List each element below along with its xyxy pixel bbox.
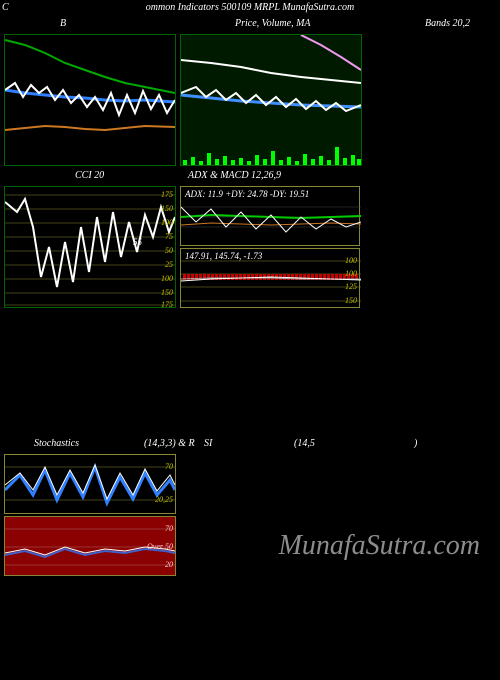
rsi-panel: 70Over 5020 <box>4 516 176 576</box>
label-bands: Bands 20,2 <box>425 18 470 29</box>
stoch-l4: (14,5 <box>294 438 315 449</box>
stoch-panel: 7020,25 <box>4 454 176 514</box>
macd-panel: 147.91, 145.74, -1.73 100100125150 <box>180 248 360 308</box>
stoch-labels: Stochastics (14,3,3) & R SI (14,5 ) <box>4 438 496 452</box>
watermark: MunafaSutra.com <box>279 530 480 562</box>
cci-value: 55 <box>133 237 142 247</box>
label-price: Price, Volume, MA <box>235 18 311 29</box>
label-b: B <box>60 18 66 29</box>
header: C ommon Indicators 500109 MRPL MunafaSut… <box>0 0 500 4</box>
header-center: ommon Indicators 500109 MRPL MunafaSutra… <box>146 2 354 13</box>
stoch-l5: ) <box>414 438 417 449</box>
stoch-l1: Stochastics <box>34 438 79 449</box>
header-left: C <box>2 2 9 13</box>
adx-panel: ADX: 11.9 +DY: 24.78 -DY: 19.51 <box>180 186 360 246</box>
price-volume-panel <box>180 34 362 166</box>
stoch-l2: (14,3,3) & R <box>144 438 195 449</box>
stoch-l3: SI <box>204 438 212 449</box>
adx-label: ADX & MACD 12,26,9 <box>188 170 281 181</box>
cci-panel: 55 175150100755025100150175 <box>4 186 176 308</box>
bollinger-panel <box>4 34 176 166</box>
cci-label: CCI 20 <box>75 170 104 181</box>
